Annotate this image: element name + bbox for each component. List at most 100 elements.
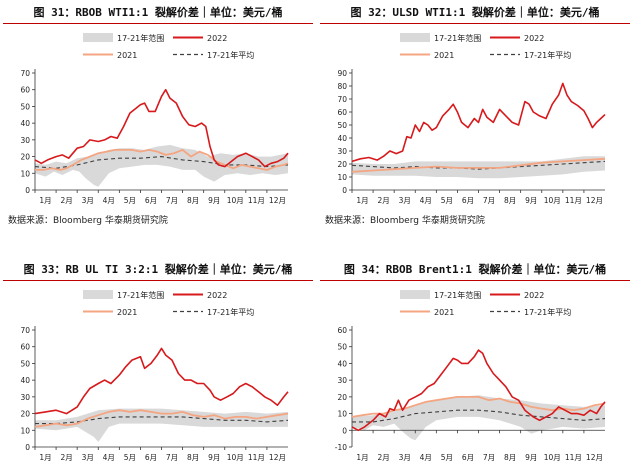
y-tick-label: 50 — [20, 102, 30, 111]
x-tick-label: 11月 — [565, 196, 582, 205]
y-tick-label: 30 — [20, 393, 30, 402]
legend-label-2022: 2022 — [207, 291, 227, 300]
x-tick-label: 8月 — [504, 453, 516, 462]
legend-label-2022: 2022 — [524, 291, 544, 300]
y-tick-label: 30 — [20, 136, 30, 145]
y-tick-label: 40 — [337, 134, 347, 143]
x-tick-label: 3月 — [399, 196, 411, 205]
y-tick-label: 10 — [20, 169, 30, 178]
legend-label-avg: 17-21年平均 — [207, 307, 254, 317]
y-tick-label: 20 — [337, 160, 347, 169]
y-tick-label: 50 — [337, 121, 347, 130]
range-band — [35, 408, 288, 442]
source-note: 数据来源：Bloomberg 华泰期货研究院 — [325, 216, 485, 226]
chart-title: 图 31：RBOB WTI1:1 裂解价差｜单位：美元/桶 — [3, 3, 313, 24]
range-band — [352, 395, 605, 441]
x-tick-label: 4月 — [103, 453, 115, 462]
x-tick-label: 5月 — [441, 453, 453, 462]
chart-title: 图 34：RBOB Brent1:1 裂解价差｜单位：美元/桶 — [320, 260, 630, 281]
x-tick-label: 12月 — [586, 196, 603, 205]
x-tick-label: 9月 — [525, 196, 537, 205]
y-tick-label: 30 — [337, 376, 347, 385]
series-line-avg — [351, 160, 606, 170]
x-tick-label: 10月 — [544, 453, 561, 462]
y-tick-label: -10 — [335, 443, 347, 452]
legend-swatch-range — [400, 290, 430, 299]
legend: 17-21年范围 2022 2021 17-21年平均 — [83, 290, 254, 317]
x-tick-label: 2月 — [377, 196, 389, 205]
y-tick-label: 10 — [337, 173, 347, 182]
series-line-2022 — [351, 82, 606, 163]
series-line-2022 — [34, 88, 289, 168]
legend-swatch-range — [83, 33, 113, 42]
y-tick-label: 60 — [337, 108, 347, 117]
x-tick-label: 1月 — [356, 196, 368, 205]
legend-label-2022: 2022 — [524, 34, 544, 43]
range-band — [35, 144, 288, 187]
y-tick-label: 80 — [337, 82, 347, 91]
x-tick-label: 7月 — [166, 196, 178, 205]
legend-label-avg: 17-21年平均 — [524, 50, 571, 60]
x-tick-label: 8月 — [187, 453, 199, 462]
y-tick-label: 0 — [25, 443, 30, 452]
series-line-2022 — [34, 347, 289, 415]
x-tick-label: 9月 — [208, 453, 220, 462]
legend: 17-21年范围 2022 2021 17-21年平均 — [83, 33, 254, 60]
legend-label-2021: 2021 — [434, 51, 454, 60]
y-tick-label: 90 — [337, 69, 347, 78]
y-tick-label: 70 — [20, 326, 30, 335]
legend: 17-21年范围 2022 2021 17-21年平均 — [400, 290, 571, 317]
x-tick-label: 8月 — [187, 196, 199, 205]
y-tick-label: 40 — [20, 376, 30, 385]
legend-label-range: 17-21年范围 — [434, 290, 481, 300]
y-tick-label: 50 — [337, 343, 347, 352]
y-tick-label: 30 — [337, 147, 347, 156]
y-tick-label: 0 — [342, 426, 347, 435]
y-tick-label: 40 — [337, 359, 347, 368]
x-tick-label: 3月 — [399, 453, 411, 462]
legend-label-2021: 2021 — [117, 51, 137, 60]
x-tick-label: 12月 — [269, 453, 286, 462]
x-tick-label: 4月 — [420, 196, 432, 205]
x-tick-label: 7月 — [483, 453, 495, 462]
y-tick-label: 20 — [20, 153, 30, 162]
x-tick-label: 9月 — [208, 196, 220, 205]
x-tick-label: 1月 — [39, 196, 51, 205]
x-tick-label: 5月 — [441, 196, 453, 205]
legend-label-2021: 2021 — [117, 308, 137, 317]
legend-swatch-range — [400, 33, 430, 42]
x-tick-label: 10月 — [227, 196, 244, 205]
x-tick-label: 9月 — [525, 453, 537, 462]
legend-label-range: 17-21年范围 — [117, 290, 164, 300]
x-tick-label: 5月 — [124, 453, 136, 462]
y-tick-label: 40 — [20, 119, 30, 128]
x-tick-label: 4月 — [420, 453, 432, 462]
x-tick-label: 4月 — [103, 196, 115, 205]
y-tick-label: 50 — [20, 359, 30, 368]
chart-4-svg: 17-21年范围 2022 2021 17-21年平均 -10 0 10 20 30 40 50 60… — [335, 290, 606, 462]
x-tick-label: 2月 — [377, 453, 389, 462]
legend: 17-21年范围 2022 2021 17-21年平均 — [400, 33, 571, 60]
series-line-avg — [35, 416, 289, 425]
x-tick-label: 6月 — [462, 196, 474, 205]
y-tick-label: 20 — [20, 410, 30, 419]
x-tick-label: 8月 — [504, 196, 516, 205]
y-tick-label: 10 — [20, 426, 30, 435]
series-line-2022 — [351, 349, 606, 432]
x-tick-label: 7月 — [166, 453, 178, 462]
x-tick-label: 10月 — [544, 196, 561, 205]
y-tick-label: 20 — [337, 393, 347, 402]
chart-3-svg: 17-21年范围 2022 2021 17-21年平均 0 10 20 30 40 50 60 70 1… — [20, 290, 289, 462]
legend-label-avg: 17-21年平均 — [207, 50, 254, 60]
chart-title: 图 32：ULSD WTI1:1 裂解价差｜单位：美元/桶 — [320, 3, 630, 24]
x-tick-label: 1月 — [356, 453, 368, 462]
legend-swatch-range — [83, 290, 113, 299]
series-line-2021 — [34, 409, 289, 428]
chart-title: 图 33：RB UL TI 3:2:1 裂解价差｜单位：美元/桶 — [3, 260, 313, 281]
chart-1-svg: 17-21年范围 2022 2021 17-21年平均 0 10 20 30 40 50 60 70 1… — [20, 33, 289, 205]
x-tick-label: 11月 — [248, 196, 265, 205]
series-line-2021 — [351, 157, 606, 173]
legend-label-2022: 2022 — [207, 34, 227, 43]
x-tick-label: 6月 — [145, 453, 157, 462]
x-tick-label: 3月 — [82, 453, 94, 462]
